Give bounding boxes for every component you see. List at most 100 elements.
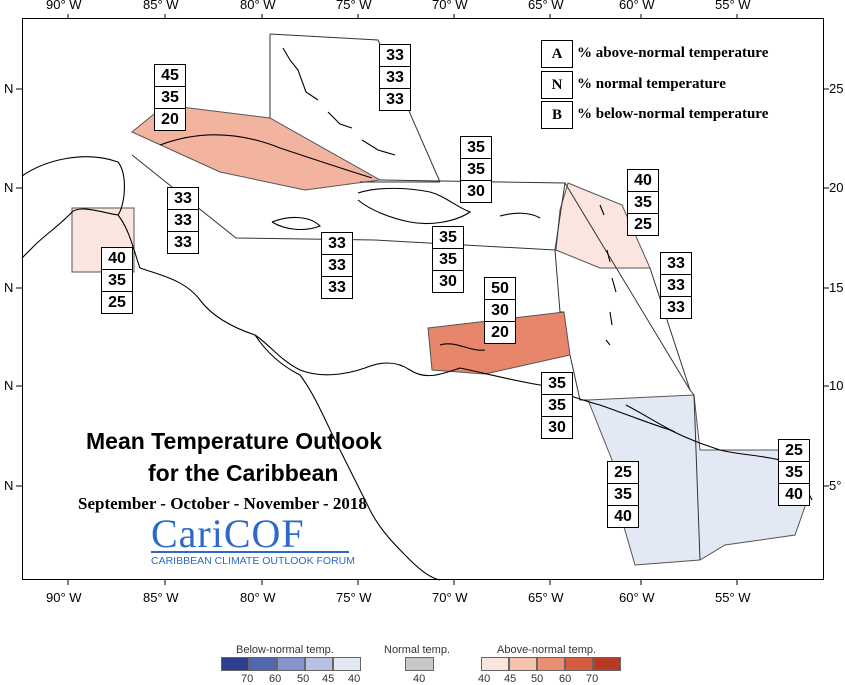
legend-key-normal: N [541, 71, 573, 99]
prob-box-bahamas: 33 33 33 [379, 44, 411, 111]
lat-label: N [4, 478, 14, 493]
prob-box-cayman: 33 33 33 [167, 187, 199, 254]
prob-below: 33 [328, 279, 346, 296]
lon-label: 75° W [336, 590, 372, 605]
prob-below: 40 [785, 486, 803, 503]
prob-below: 25 [108, 294, 126, 311]
prob-normal: 35 [155, 87, 185, 109]
scale-tick: 70 [586, 673, 599, 685]
prob-normal: 35 [433, 249, 463, 271]
prob-box-belize: 40 35 25 [101, 247, 133, 314]
scale-tick: 45 [322, 673, 335, 685]
lat-label: 10 [829, 378, 844, 393]
scale-tick: 40 [348, 673, 361, 685]
prob-box-puerto-rico: 35 35 30 [432, 226, 464, 293]
prob-normal: 33 [168, 210, 198, 232]
prob-box-guyana: 25 35 40 [607, 461, 639, 528]
scale-tick: 40 [478, 673, 491, 685]
prob-above: 40 [102, 248, 132, 270]
legend-key-below: B [541, 101, 573, 129]
lat-label: N [4, 378, 14, 393]
lon-label: 65° W [528, 0, 564, 12]
swatch-above-50 [537, 657, 565, 671]
swatch-below-45 [305, 657, 333, 671]
lon-label: 80° W [240, 0, 276, 12]
scale-tick: 60 [269, 673, 282, 685]
swatch-below-40 [333, 657, 361, 671]
prob-box-windward-islands: 33 33 33 [660, 252, 692, 319]
lat-label: N [4, 81, 14, 96]
prob-below: 33 [667, 299, 685, 316]
lat-label: N [4, 180, 14, 195]
scale-title-below: Below-normal temp. [236, 644, 334, 656]
swatch-below-50 [277, 657, 305, 671]
prob-normal: 33 [380, 67, 410, 89]
scale-tick: 60 [559, 673, 572, 685]
prob-above: 45 [155, 65, 185, 87]
lat-label: 25 [829, 81, 844, 96]
scale-title-normal: Normal temp. [384, 644, 451, 656]
prob-below: 20 [161, 111, 179, 128]
lat-label: 15 [829, 280, 844, 295]
prob-below: 33 [174, 234, 192, 251]
prob-above: 50 [485, 278, 515, 300]
swatch-normal [405, 657, 434, 671]
prob-below: 25 [634, 216, 652, 233]
lon-label: 90° W [46, 590, 82, 605]
prob-normal: 35 [102, 270, 132, 292]
prob-box-hispaniola: 35 35 30 [460, 136, 492, 203]
swatch-above-70 [593, 657, 621, 671]
prob-below: 30 [548, 419, 566, 436]
scale-tick: 50 [297, 673, 310, 685]
prob-normal: 33 [322, 255, 352, 277]
lat-label: 20 [829, 180, 844, 195]
prob-normal: 35 [779, 462, 809, 484]
scale-tick: 40 [413, 673, 426, 685]
prob-box-trinidad: 35 35 30 [541, 372, 573, 439]
prob-normal: 35 [608, 484, 638, 506]
axis-ticks [16, 14, 829, 585]
zone-leeward [555, 182, 651, 269]
prob-normal: 35 [461, 159, 491, 181]
forecast-period: September - October - November - 2018 [78, 494, 367, 513]
lon-label: 85° W [143, 0, 179, 12]
prob-normal: 33 [661, 275, 691, 297]
prob-box-leeward-islands: 40 35 25 [627, 169, 659, 236]
prob-box-suriname: 25 35 40 [778, 439, 810, 506]
legend-text-below: % below-normal temperature [577, 106, 769, 122]
zone-boundaries [131, 33, 701, 561]
prob-normal: 35 [542, 395, 572, 417]
legend-text-normal: % normal temperature [577, 76, 726, 92]
lon-label: 60° W [619, 0, 655, 12]
prob-above: 35 [542, 373, 572, 395]
lat-label: N [4, 280, 14, 295]
lat-label: 5° [829, 478, 842, 493]
lon-label: 80° W [240, 590, 276, 605]
lon-label: 75° W [336, 0, 372, 12]
map-frame [22, 18, 824, 580]
legend-text-above: % above-normal temperature [577, 45, 769, 61]
prob-below: 33 [386, 91, 404, 108]
lon-label: 70° W [432, 0, 468, 12]
legend-key-above: A [541, 40, 573, 68]
prob-above: 25 [608, 462, 638, 484]
caricof-logo: CariCOF [151, 511, 305, 556]
prob-below: 30 [467, 183, 485, 200]
lon-label: 55° W [715, 0, 751, 12]
map-title: Mean Temperature Outlook [86, 428, 383, 454]
swatch-below-70 [221, 657, 249, 671]
map-title-line2: for the Caribbean [148, 460, 339, 486]
swatch-above-45 [509, 657, 537, 671]
lon-label: 70° W [432, 590, 468, 605]
prob-below: 40 [614, 508, 632, 525]
prob-above: 33 [661, 253, 691, 275]
prob-below: 30 [439, 273, 457, 290]
prob-normal: 35 [628, 192, 658, 214]
prob-above: 33 [322, 233, 352, 255]
swatch-below-60 [249, 657, 277, 671]
prob-above: 35 [461, 137, 491, 159]
prob-above: 25 [779, 440, 809, 462]
caricof-logo-subtitle: CARIBBEAN CLIMATE OUTLOOK FORUM [151, 555, 355, 567]
logo-underline [151, 551, 349, 553]
